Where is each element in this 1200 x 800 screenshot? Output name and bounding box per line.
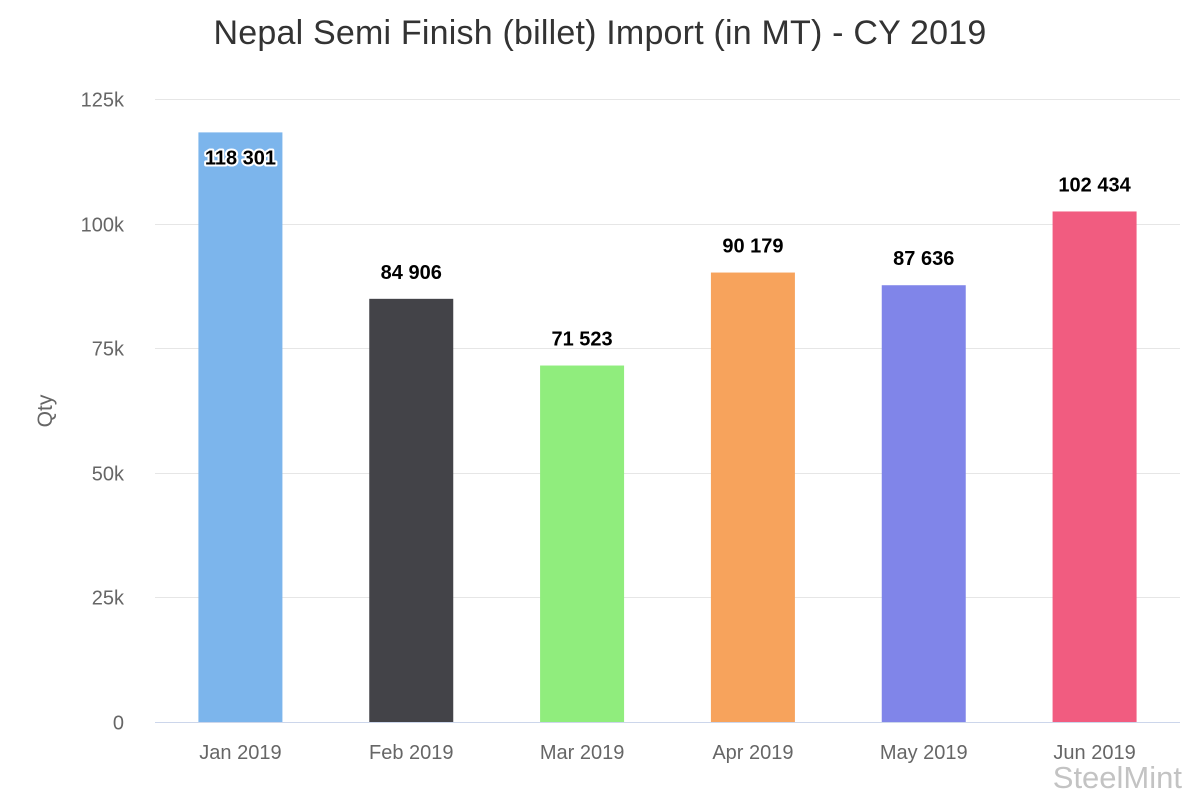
data-label: 71 523 <box>551 329 612 351</box>
gridlines <box>155 99 1180 723</box>
chart-title: Nepal Semi Finish (billet) Import (in MT… <box>213 14 987 52</box>
y-tick-label: 25k <box>92 588 125 610</box>
data-label: 90 179 <box>722 236 783 258</box>
x-tick-label: May 2019 <box>880 742 968 764</box>
y-tick-label: 125k <box>81 90 125 112</box>
x-tick-label: Mar 2019 <box>540 742 625 764</box>
x-tick-label: Jun 2019 <box>1053 742 1135 764</box>
bar <box>540 365 625 722</box>
bar <box>881 285 966 722</box>
y-tick-label: 50k <box>92 464 125 486</box>
data-labels: 118 301 84 906 71 523 90 179 87 636 102 434 <box>203 145 1134 352</box>
x-tick-label: Apr 2019 <box>712 742 793 764</box>
x-axis-ticks: Jan 2019 Feb 2019 Mar 2019 Apr 2019 May 2019… <box>199 742 1135 764</box>
x-tick-label: Jan 2019 <box>199 742 281 764</box>
y-tick-label: 0 <box>113 713 124 735</box>
y-axis-ticks: 0 25k 50k 75k 100k 125k <box>81 90 125 735</box>
bar <box>369 298 454 722</box>
y-axis-title: Qty <box>34 394 57 427</box>
y-tick-label: 100k <box>81 215 125 237</box>
bars <box>198 132 1137 723</box>
bar <box>710 272 795 722</box>
bar <box>198 132 283 722</box>
data-label: 84 906 <box>381 262 442 284</box>
y-tick-label: 75k <box>92 339 125 361</box>
data-label: 87 636 <box>893 248 954 270</box>
data-label: 102 434 <box>1058 174 1131 196</box>
x-tick-label: Feb 2019 <box>369 742 454 764</box>
bar <box>1052 211 1137 723</box>
data-label: 118 301 <box>205 147 276 169</box>
watermark: SteelMint <box>1052 760 1182 795</box>
